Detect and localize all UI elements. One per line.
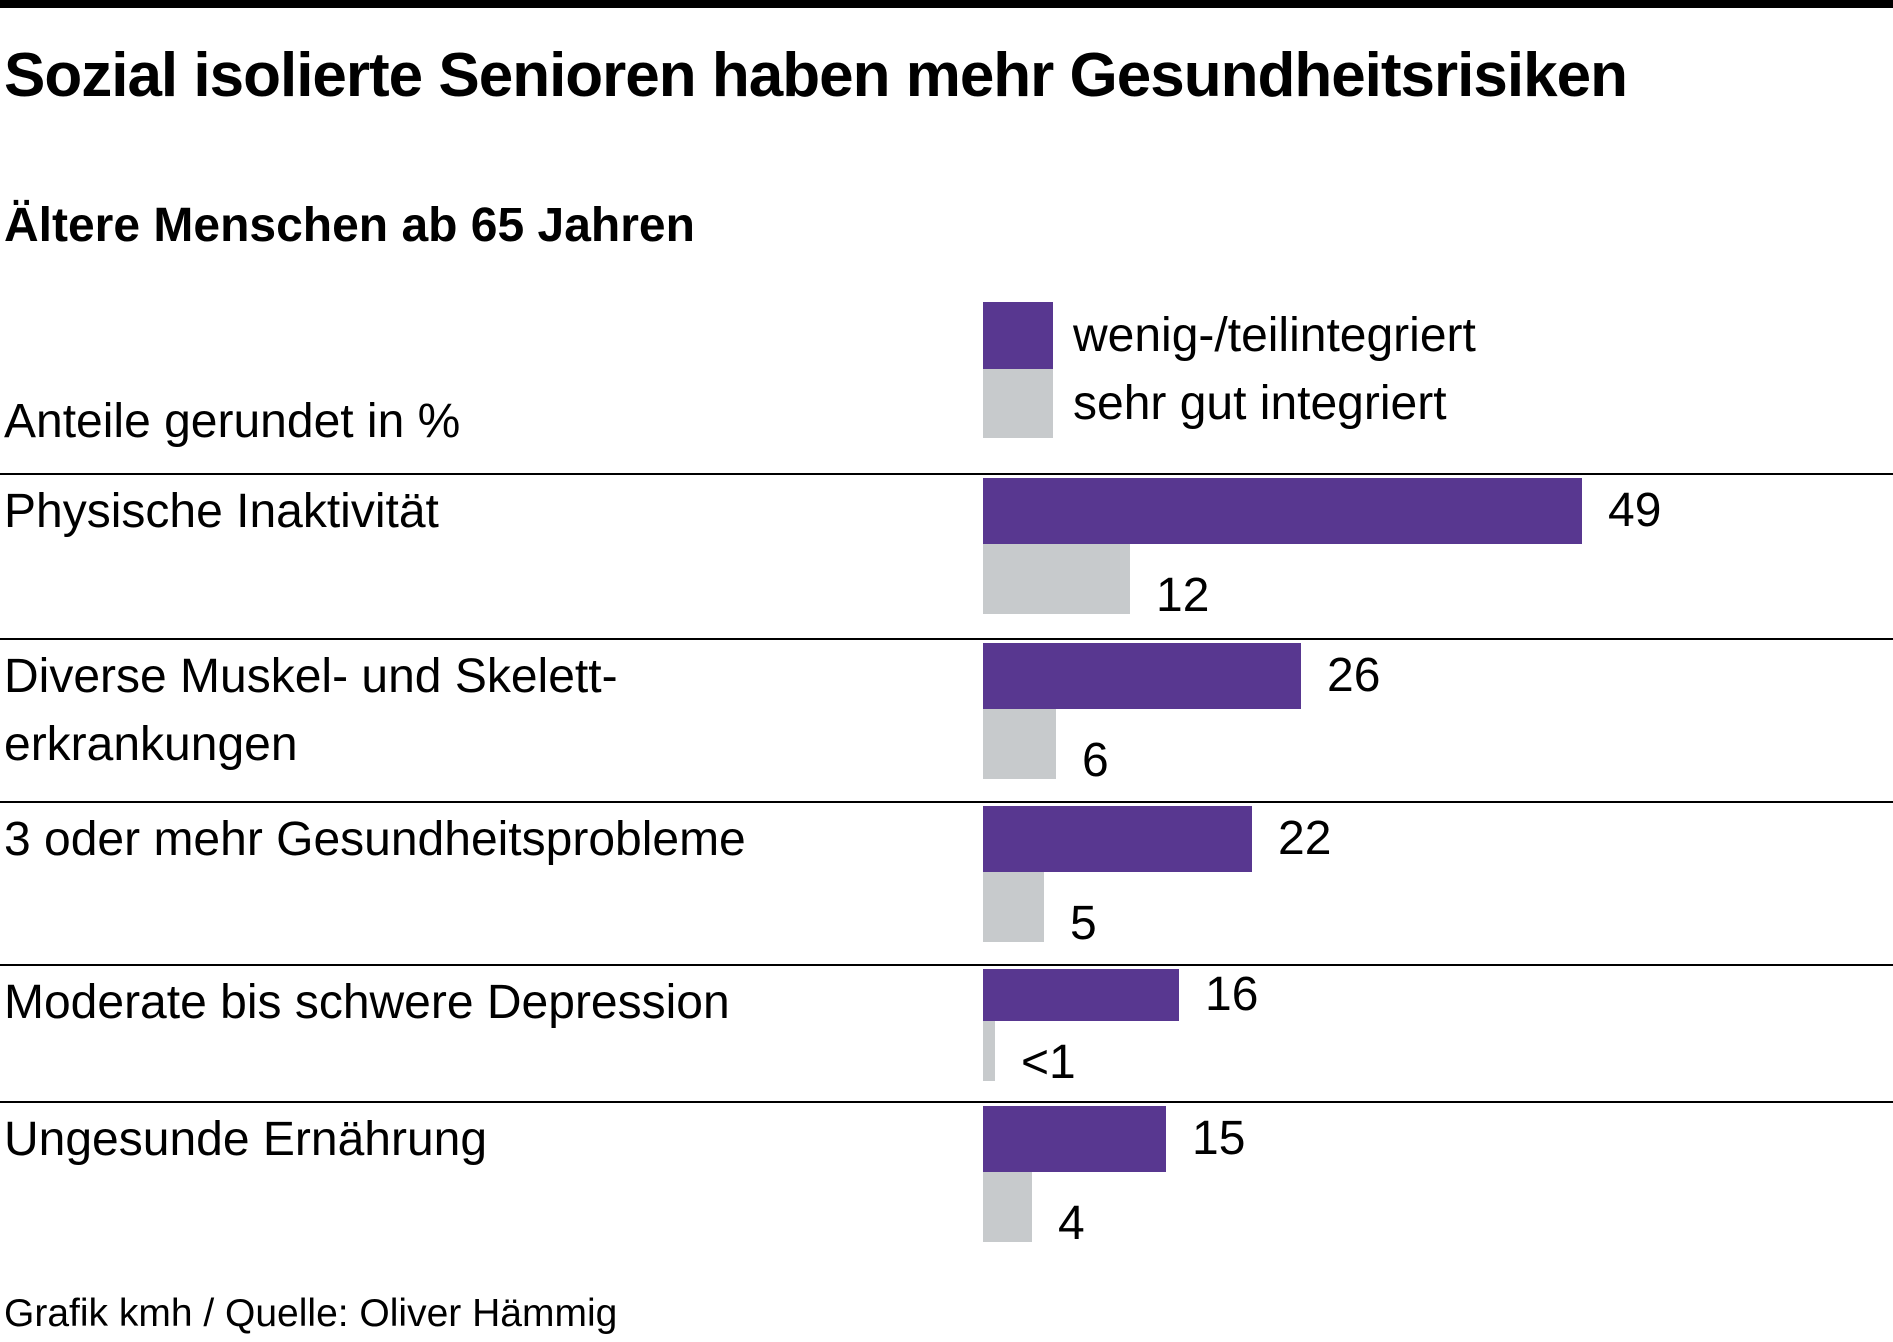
bar-integrated: [983, 872, 1044, 942]
bar-row-isolated: 26: [983, 643, 1380, 709]
bar-group: 22 5: [983, 806, 1331, 948]
bar-row-isolated: 15: [983, 1106, 1245, 1172]
bar-group: 15 4: [983, 1106, 1245, 1248]
category-label-line: erkrankungen: [4, 718, 298, 771]
legend-label-integrated: sehr gut integriert: [1073, 377, 1447, 430]
legend: wenig-/teilintegriert sehr gut integrier…: [983, 302, 1476, 438]
bar-integrated: [983, 1021, 995, 1081]
bar-row-integrated: 4: [983, 1172, 1245, 1248]
value-label: 5: [1070, 897, 1097, 950]
bar-row-integrated: 12: [983, 544, 1661, 620]
bar-isolated: [983, 478, 1582, 544]
category-label: Physische Inaktivität: [4, 478, 439, 546]
category-label: Diverse Muskel- und Skelett-erkrankungen: [4, 643, 618, 779]
legend-item-integrated: sehr gut integriert: [983, 369, 1476, 438]
category-label-line: Ungesunde Ernährung: [4, 1113, 488, 1166]
chart-row: Moderate bis schwere Depression 16 <1: [0, 964, 1893, 1095]
bar-integrated: [983, 544, 1130, 614]
value-label: 6: [1082, 734, 1109, 787]
bar-isolated: [983, 1106, 1166, 1172]
category-label: Ungesunde Ernährung: [4, 1106, 487, 1174]
chart-title: Sozial isolierte Senioren haben mehr Ges…: [4, 41, 1628, 110]
bar-integrated: [983, 1172, 1032, 1242]
category-label-line: Moderate bis schwere Depression: [4, 976, 730, 1029]
bar-group: 26 6: [983, 643, 1380, 785]
bar-isolated: [983, 643, 1301, 709]
value-label: 15: [1192, 1112, 1246, 1165]
category-label-line: 3 oder mehr Gesundheitsprobleme: [4, 813, 746, 866]
chart-row: Physische Inaktivität 49 12: [0, 473, 1893, 638]
legend-item-isolated: wenig-/teilintegriert: [983, 302, 1476, 369]
bar-row-integrated: 6: [983, 709, 1380, 785]
bar-group: 49 12: [983, 478, 1661, 620]
chart-row: 3 oder mehr Gesundheitsprobleme 22 5: [0, 801, 1893, 964]
legend-label-isolated: wenig-/teilintegriert: [1073, 309, 1476, 362]
value-label: 22: [1278, 812, 1332, 865]
top-accent-bar: [0, 0, 1893, 8]
bar-row-isolated: 49: [983, 478, 1661, 544]
bar-isolated: [983, 969, 1179, 1021]
legend-swatch-purple: [983, 302, 1053, 369]
category-label-line: Diverse Muskel- und Skelett-: [4, 650, 618, 703]
value-label: 49: [1608, 484, 1662, 537]
category-label-line: Physische Inaktivität: [4, 485, 439, 538]
bar-isolated: [983, 806, 1252, 872]
category-label: 3 oder mehr Gesundheitsprobleme: [4, 806, 746, 874]
category-label: Moderate bis schwere Depression: [4, 969, 730, 1037]
value-label: 16: [1205, 968, 1259, 1021]
source-credit: Grafik kmh / Quelle: Oliver Hämmig: [4, 1292, 618, 1335]
value-label: <1: [1021, 1036, 1076, 1089]
chart-row: Ungesunde Ernährung 15 4: [0, 1101, 1893, 1261]
value-label: 12: [1156, 569, 1210, 622]
legend-swatch-gray: [983, 369, 1053, 438]
bar-row-isolated: 16: [983, 969, 1258, 1021]
bar-row-isolated: 22: [983, 806, 1331, 872]
bar-row-integrated: <1: [983, 1021, 1258, 1087]
chart-subtitle: Ältere Menschen ab 65 Jahren: [4, 199, 695, 252]
bar-group: 16 <1: [983, 969, 1258, 1087]
bar-row-integrated: 5: [983, 872, 1331, 948]
value-label: 4: [1058, 1197, 1085, 1250]
value-label: 26: [1327, 649, 1381, 702]
chart-row: Diverse Muskel- und Skelett-erkrankungen…: [0, 638, 1893, 801]
unit-note: Anteile gerundet in %: [4, 395, 461, 448]
bar-integrated: [983, 709, 1056, 779]
